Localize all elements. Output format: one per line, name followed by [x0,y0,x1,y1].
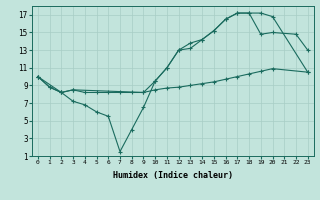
X-axis label: Humidex (Indice chaleur): Humidex (Indice chaleur) [113,171,233,180]
